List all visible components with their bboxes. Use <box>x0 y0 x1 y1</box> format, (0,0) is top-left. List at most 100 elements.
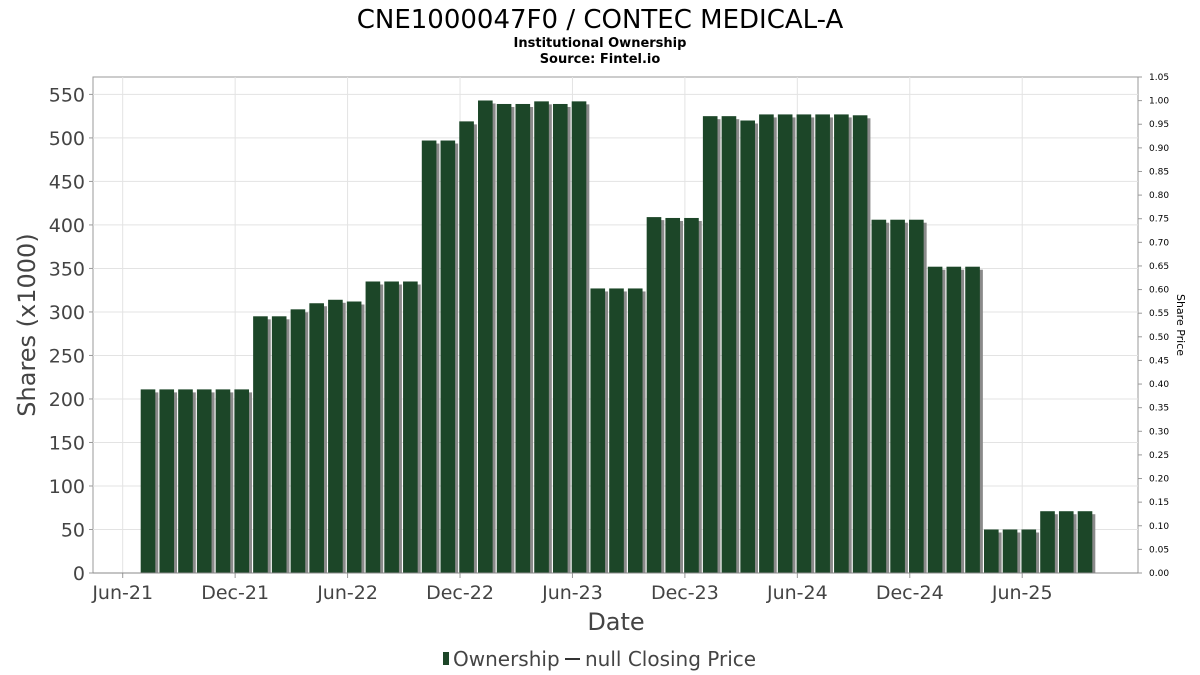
bar <box>159 389 175 573</box>
bar <box>740 120 755 573</box>
bar <box>721 116 737 573</box>
x-tick-label: Dec-21 <box>201 582 269 604</box>
y-tick-label: 0 <box>73 563 85 585</box>
bar <box>421 140 437 573</box>
y-axis-label: Shares (x1000) <box>13 233 41 416</box>
bar <box>1002 529 1018 573</box>
bar <box>1021 529 1037 573</box>
bar <box>271 316 287 573</box>
y2-tick-label: 0.35 <box>1149 404 1169 414</box>
chart-title: CNE1000047F0 / CONTEC MEDICAL-A <box>357 5 844 35</box>
y2-tick-label: 0.55 <box>1149 309 1169 319</box>
y-tick-label: 300 <box>49 302 85 324</box>
y2-tick-label: 0.50 <box>1149 333 1169 343</box>
y2-tick-label: 0.70 <box>1149 238 1169 248</box>
y2-tick-label: 0.30 <box>1149 427 1169 437</box>
y2-tick-label: 0.60 <box>1149 286 1169 296</box>
bar <box>384 281 399 573</box>
bar <box>552 103 568 574</box>
bar-layer <box>100 100 1096 574</box>
bar <box>196 389 212 573</box>
bar <box>253 316 268 573</box>
bar <box>1040 511 1055 573</box>
bar <box>590 288 606 573</box>
chart-subtitle: Institutional Ownership <box>514 36 687 51</box>
bar <box>777 114 793 573</box>
bar <box>665 217 681 573</box>
y2-axis-label: Share Price <box>1174 294 1187 356</box>
y2-tick-label: 1.05 <box>1149 73 1169 83</box>
y2-tick-label: 0.10 <box>1149 522 1169 532</box>
legend-price-label: null Closing Price <box>585 647 756 671</box>
bar <box>1058 511 1074 573</box>
axis-layer: 0 50 100 150 200 250 300 350 400 450 500 550 0.00 0.0… <box>49 73 1170 604</box>
y2-tick-label: 0.75 <box>1149 215 1169 225</box>
bar <box>290 309 306 573</box>
y2-tick-label: 0.45 <box>1149 356 1169 366</box>
bar <box>946 266 962 573</box>
y2-tick-label: 0.80 <box>1149 191 1169 201</box>
bar <box>1077 511 1093 573</box>
x-tick-label: Jun-22 <box>316 582 378 604</box>
legend-ownership-swatch <box>443 652 449 665</box>
y2-tick-label: 0.00 <box>1149 569 1169 579</box>
y-tick-label: 350 <box>49 258 85 280</box>
bar <box>627 288 643 573</box>
bar <box>403 281 418 573</box>
bar <box>890 219 905 573</box>
y2-tick-label: 0.95 <box>1149 120 1169 130</box>
y2-tick-label: 0.40 <box>1149 380 1169 390</box>
legend: Ownership null Closing Price <box>443 647 756 671</box>
y-tick-label: 250 <box>49 345 85 367</box>
x-tick-label: Jun-21 <box>91 582 153 604</box>
bar <box>215 389 231 573</box>
bar <box>459 121 474 574</box>
bar <box>178 389 193 573</box>
bar <box>478 100 493 573</box>
y2-tick-label: 1.00 <box>1149 97 1169 107</box>
y2-tick-label: 0.85 <box>1149 167 1169 177</box>
bar <box>365 281 381 573</box>
y-tick-label: 500 <box>49 128 85 150</box>
x-tick-label: Dec-23 <box>651 582 719 604</box>
bar <box>534 101 549 573</box>
y2-tick-label: 0.20 <box>1149 475 1169 485</box>
x-axis-label: Date <box>587 608 644 636</box>
bar <box>328 299 343 573</box>
y-tick-label: 50 <box>61 519 85 541</box>
x-tick-label: Dec-24 <box>876 582 944 604</box>
bar <box>909 219 924 573</box>
y-tick-label: 200 <box>49 389 85 411</box>
y2-tick-label: 0.25 <box>1149 451 1169 461</box>
bar <box>571 101 587 573</box>
bar <box>983 529 999 573</box>
bar <box>815 114 830 573</box>
bar <box>965 266 980 573</box>
bar <box>609 288 624 573</box>
y-tick-label: 100 <box>49 476 85 498</box>
bar <box>140 389 156 573</box>
bar <box>309 303 324 573</box>
bar <box>684 217 699 573</box>
bar <box>515 103 531 574</box>
y-tick-label: 550 <box>49 84 85 106</box>
bar <box>702 116 718 573</box>
bar <box>796 114 812 573</box>
bar <box>646 217 662 573</box>
bar <box>234 389 250 573</box>
y-tick-label: 450 <box>49 171 85 193</box>
y2-tick-label: 0.05 <box>1149 545 1169 555</box>
x-tick-label: Jun-23 <box>541 582 603 604</box>
bar <box>496 103 512 574</box>
bar <box>927 266 943 573</box>
bar <box>440 140 456 573</box>
y2-tick-label: 0.90 <box>1149 144 1169 154</box>
x-tick-label: Dec-22 <box>426 582 494 604</box>
y-tick-label: 400 <box>49 215 85 237</box>
bar <box>759 114 774 573</box>
chart-source: Source: Fintel.io <box>540 52 661 67</box>
bar <box>346 301 362 573</box>
bar <box>852 115 868 573</box>
x-tick-label: Jun-24 <box>766 582 828 604</box>
